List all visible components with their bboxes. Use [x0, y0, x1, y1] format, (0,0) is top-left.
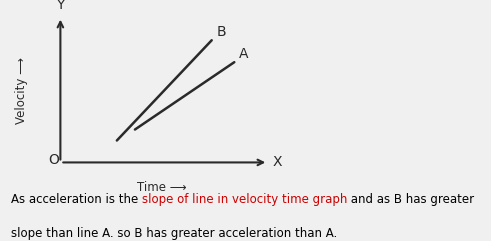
Text: and as B has greater: and as B has greater — [347, 193, 474, 206]
Text: slope of line in velocity time graph: slope of line in velocity time graph — [142, 193, 347, 206]
Text: slope than line A. so B has greater acceleration than A.: slope than line A. so B has greater acce… — [11, 227, 337, 240]
Text: O: O — [48, 153, 59, 167]
Text: Y: Y — [56, 0, 65, 12]
Text: B: B — [216, 25, 226, 39]
Text: A: A — [239, 47, 248, 61]
Text: X: X — [273, 155, 282, 169]
Text: Velocity ⟶: Velocity ⟶ — [16, 57, 28, 124]
Text: Time ⟶: Time ⟶ — [137, 181, 187, 194]
Text: As acceleration is the: As acceleration is the — [11, 193, 142, 206]
